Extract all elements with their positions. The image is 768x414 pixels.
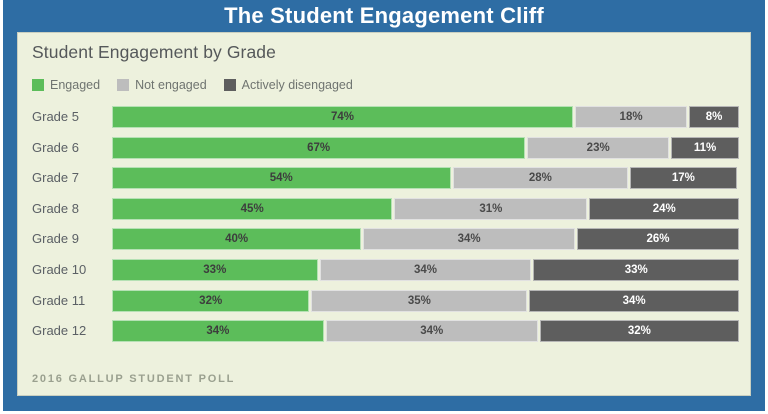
bar-segment-actively-disengaged: 11% — [671, 136, 739, 159]
legend-item-label: Not engaged — [135, 78, 207, 92]
legend-item[interactable]: Engaged — [32, 78, 100, 92]
stacked-bar: 45% 31% 24% — [112, 197, 739, 220]
title-bar: The Student Engagement Cliff — [3, 0, 765, 32]
bar-segment-actively-disengaged: 34% — [529, 289, 739, 312]
chart-row: Grade 6 67% 23% 11% — [18, 136, 752, 160]
category-label: Grade 12 — [32, 323, 87, 339]
chart-row: Grade 7 54% 28% 17% — [18, 166, 752, 190]
legend-swatch-not-engaged — [117, 79, 130, 91]
source-note: 2016 GALLUP STUDENT POLL — [32, 373, 236, 385]
bar-segment-not-engaged: 34% — [363, 228, 576, 251]
bar-segment-engaged: 74% — [112, 106, 573, 128]
chart-frame: The Student Engagement Cliff Student Eng… — [3, 0, 765, 411]
bar-segment-actively-disengaged: 33% — [533, 259, 739, 281]
legend-item-label: Engaged — [50, 78, 101, 92]
bar-segment-engaged: 32% — [112, 289, 310, 312]
chart-plot-area: Grade 5 74% 18% 8% Grade 6 67% 23% 11% Grade 7 54… — [18, 105, 752, 355]
legend-item-label: Actively disengaged — [241, 78, 353, 92]
bar-segment-actively-disengaged: 17% — [630, 167, 737, 190]
bar-segment-not-engaged: 23% — [527, 136, 670, 159]
chart-subtitle: Student Engagement by Grade — [32, 42, 276, 62]
bar-segment-actively-disengaged: 24% — [589, 197, 739, 220]
stacked-bar: 54% 28% 17% — [112, 167, 739, 190]
category-label: Grade 9 — [32, 231, 79, 247]
bar-segment-engaged: 40% — [112, 228, 362, 251]
chart-row: Grade 9 40% 34% 26% — [18, 227, 752, 251]
bar-segment-not-engaged: 28% — [452, 167, 629, 190]
bar-segment-not-engaged: 34% — [325, 320, 538, 343]
bar-segment-not-engaged: 34% — [319, 259, 532, 281]
category-label: Grade 10 — [32, 262, 87, 277]
legend-item[interactable]: Not engaged — [117, 78, 207, 92]
chart-legend: Engaged Not engaged Actively disengaged — [32, 78, 353, 92]
stacked-bar: 74% 18% 8% — [112, 106, 739, 128]
legend-swatch-actively-disengaged — [223, 79, 236, 91]
category-label: Grade 5 — [32, 109, 79, 124]
chart-row: Grade 5 74% 18% 8% — [18, 105, 752, 129]
bar-segment-engaged: 67% — [112, 136, 526, 159]
chart-row: Grade 12 34% 34% 32% — [18, 319, 752, 343]
legend-item[interactable]: Actively disengaged — [223, 78, 353, 92]
bar-segment-not-engaged: 18% — [575, 106, 688, 128]
page-title: The Student Engagement Cliff — [224, 3, 544, 28]
bar-segment-not-engaged: 35% — [311, 289, 528, 312]
category-label: Grade 7 — [32, 170, 79, 186]
chart-row: Grade 11 32% 35% 34% — [18, 289, 752, 313]
category-label: Grade 8 — [32, 200, 79, 216]
category-label: Grade 6 — [32, 139, 79, 155]
chart-row: Grade 8 45% 31% 24% — [18, 197, 752, 221]
stacked-bar: 40% 34% 26% — [112, 228, 739, 251]
stacked-bar: 67% 23% 11% — [112, 136, 739, 159]
bar-segment-actively-disengaged: 32% — [539, 320, 740, 343]
bar-segment-engaged: 34% — [112, 320, 324, 343]
stacked-bar: 34% 34% 32% — [112, 320, 740, 343]
bar-segment-engaged: 54% — [112, 167, 451, 190]
chart-panel: Student Engagement by Grade Engaged Not e… — [17, 32, 751, 396]
chart-row: Grade 10 33% 34% 33% — [18, 258, 752, 282]
bar-segment-engaged: 33% — [112, 259, 318, 281]
legend-swatch-engaged — [32, 79, 44, 91]
bar-segment-actively-disengaged: 8% — [689, 106, 739, 128]
bar-segment-engaged: 45% — [112, 197, 393, 220]
category-label: Grade 11 — [32, 292, 86, 308]
bar-segment-not-engaged: 31% — [394, 197, 588, 220]
stacked-bar: 32% 35% 34% — [112, 289, 739, 312]
bar-segment-actively-disengaged: 26% — [577, 228, 739, 251]
stacked-bar: 33% 34% 33% — [112, 259, 739, 281]
